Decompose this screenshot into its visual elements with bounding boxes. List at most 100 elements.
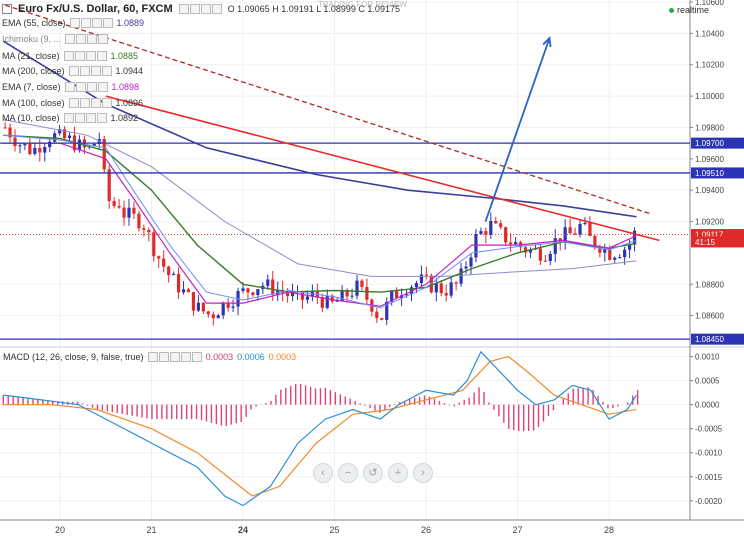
candle-body [13, 137, 17, 147]
candle-body [191, 292, 196, 311]
indicator-value: 1.0889 [116, 18, 145, 28]
price-tag-background [691, 236, 744, 248]
candle-body [286, 292, 290, 297]
candle-body [325, 295, 329, 308]
candle-body [613, 257, 617, 260]
candle-body [513, 242, 518, 245]
candle-body [162, 258, 166, 267]
candle-body [444, 293, 448, 296]
indicator-label: EMA (7, close) [2, 82, 61, 92]
title-controls[interactable] [178, 4, 222, 14]
price-tick-label: 1.09600 [695, 155, 724, 164]
candle-body [167, 266, 171, 276]
candle-body [23, 143, 27, 146]
candle-body [553, 238, 557, 254]
indicator-legend-row[interactable]: MA (100, close) 1.0896 [2, 98, 143, 108]
candle-body [618, 257, 622, 259]
indicator-controls[interactable] [64, 82, 108, 92]
price-tag-label: 1.09700 [695, 139, 724, 148]
candle-body [523, 247, 528, 253]
scroll-left-button[interactable]: ‹ [313, 463, 333, 483]
indicator-value: 1.0896 [115, 98, 144, 108]
candle-body [117, 206, 121, 208]
macd-controls[interactable] [147, 352, 202, 362]
indicator-legend-row[interactable]: MA (200, close) 1.0944 [2, 66, 143, 76]
candle-body [176, 273, 181, 293]
candle-body [603, 248, 607, 253]
moving-average-line [2, 40, 637, 218]
candle-body [181, 289, 186, 293]
candle-body [355, 280, 359, 296]
candle-body [608, 248, 612, 260]
indicator-legend-row[interactable]: MA (10, close) 1.0892 [2, 113, 138, 123]
moving-average-line [3, 134, 637, 309]
candle-body [211, 314, 215, 319]
candle-body [3, 127, 7, 129]
moving-average-line [3, 119, 637, 277]
price-tick-label: 1.09400 [695, 186, 724, 195]
candle-body [335, 300, 339, 302]
zoom-in-button[interactable]: + [388, 463, 408, 483]
candle-body [489, 220, 493, 235]
candle-body [404, 294, 409, 296]
indicator-controls[interactable] [65, 34, 109, 44]
candle-body [390, 290, 394, 302]
candle-body [563, 227, 567, 243]
macd-tick-label: -0.0010 [695, 449, 723, 458]
indicator-label: MA (200, close) [2, 66, 65, 76]
indicator-legend-row[interactable]: MA (21, close) 1.0885 [2, 51, 138, 61]
indicator-controls[interactable] [69, 18, 113, 28]
candle-body [201, 302, 205, 312]
candle-body [578, 223, 582, 235]
candle-body [157, 256, 161, 259]
candle-body [598, 246, 602, 253]
projection-arrow-line [484, 37, 551, 222]
indicator-controls[interactable] [68, 66, 112, 76]
macd-label: MACD (12, 26, close, 9, false, true) [3, 352, 144, 362]
candle-body [330, 295, 334, 302]
price-tick-label: 1.08600 [695, 312, 724, 321]
time-tick-label: 28 [604, 525, 614, 535]
indicator-value: 1.0892 [110, 113, 139, 123]
candle-body [385, 301, 389, 320]
candle-body [92, 143, 96, 147]
price-tick-label: 1.09800 [695, 123, 724, 132]
indicator-legend-row[interactable]: Ichimoku (9, ... [2, 34, 112, 44]
candle-body [107, 169, 111, 202]
snapshot-hint: TRADING FOR REVIEW [318, 0, 407, 9]
macd-tick-label: 0.0000 [695, 401, 720, 410]
candle-body [400, 295, 404, 299]
indicator-label: MA (10, close) [2, 113, 60, 123]
candle-body [186, 289, 191, 293]
candle-body [122, 207, 126, 218]
indicator-controls[interactable] [63, 113, 107, 123]
candle-body [632, 230, 637, 245]
scroll-right-button[interactable]: › [413, 463, 433, 483]
zoom-out-button[interactable]: − [338, 463, 358, 483]
candle-body [172, 273, 176, 276]
indicator-controls[interactable] [63, 51, 107, 61]
indicator-value: 1.0898 [111, 82, 140, 92]
candle-body [464, 266, 468, 269]
candle-body [216, 315, 220, 319]
macd-line [3, 350, 637, 507]
candle-body [499, 223, 503, 228]
reset-zoom-button[interactable]: ↺ [363, 463, 383, 483]
price-tag-label: 1.09117 [695, 231, 724, 240]
macd-tick-label: -0.0015 [695, 473, 723, 482]
macd-signal-value: 0.0006 [237, 352, 265, 362]
candle-body [623, 249, 627, 258]
indicator-label: MA (100, close) [2, 98, 65, 108]
price-tag-label: 41:15 [695, 238, 716, 247]
indicator-value: 1.0885 [110, 51, 139, 61]
indicator-label: Ichimoku (9, ... [2, 34, 62, 44]
candle-body [8, 127, 12, 138]
indicator-legend-row[interactable]: EMA (55, close) 1.0889 [2, 18, 144, 28]
candle-body [350, 295, 354, 297]
macd-tick-label: 0.0005 [695, 377, 720, 386]
indicator-controls[interactable] [68, 98, 112, 108]
indicator-legend-row[interactable]: EMA (7, close) 1.0898 [2, 82, 139, 92]
symbol-icon[interactable] [2, 4, 12, 14]
realtime-status: realtime [669, 5, 709, 15]
